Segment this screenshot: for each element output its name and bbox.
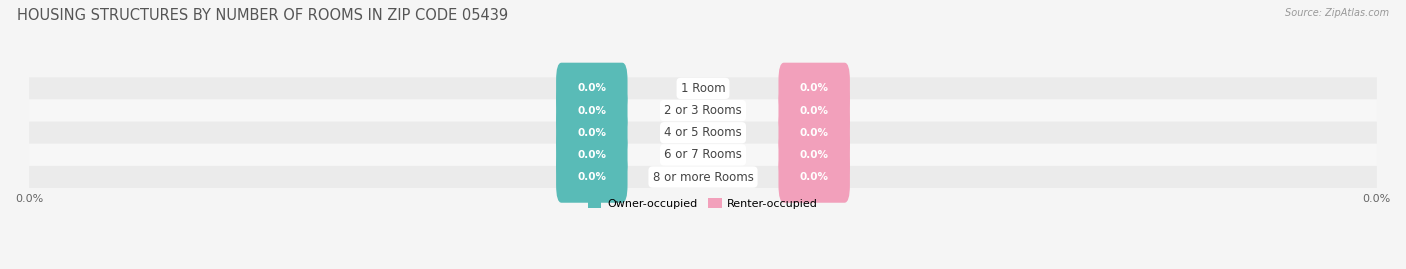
FancyBboxPatch shape <box>557 151 627 203</box>
Text: 0.0%: 0.0% <box>800 105 828 116</box>
FancyBboxPatch shape <box>30 100 1376 122</box>
FancyBboxPatch shape <box>557 85 627 136</box>
Text: 0.0%: 0.0% <box>800 150 828 160</box>
Text: 0.0%: 0.0% <box>800 128 828 138</box>
Text: 0.0%: 0.0% <box>578 83 606 93</box>
FancyBboxPatch shape <box>30 77 1376 100</box>
Text: 0.0%: 0.0% <box>578 172 606 182</box>
FancyBboxPatch shape <box>30 122 1376 144</box>
FancyBboxPatch shape <box>557 107 627 158</box>
FancyBboxPatch shape <box>557 129 627 180</box>
Text: 0.0%: 0.0% <box>578 150 606 160</box>
FancyBboxPatch shape <box>30 166 1376 188</box>
FancyBboxPatch shape <box>779 85 849 136</box>
Text: 2 or 3 Rooms: 2 or 3 Rooms <box>664 104 742 117</box>
Text: 0.0%: 0.0% <box>578 105 606 116</box>
Text: HOUSING STRUCTURES BY NUMBER OF ROOMS IN ZIP CODE 05439: HOUSING STRUCTURES BY NUMBER OF ROOMS IN… <box>17 8 508 23</box>
FancyBboxPatch shape <box>779 151 849 203</box>
Text: 8 or more Rooms: 8 or more Rooms <box>652 171 754 183</box>
FancyBboxPatch shape <box>779 63 849 114</box>
Text: 4 or 5 Rooms: 4 or 5 Rooms <box>664 126 742 139</box>
Legend: Owner-occupied, Renter-occupied: Owner-occupied, Renter-occupied <box>583 194 823 214</box>
FancyBboxPatch shape <box>30 144 1376 166</box>
Text: 1 Room: 1 Room <box>681 82 725 95</box>
Text: 6 or 7 Rooms: 6 or 7 Rooms <box>664 148 742 161</box>
Text: 0.0%: 0.0% <box>800 172 828 182</box>
Text: 0.0%: 0.0% <box>800 83 828 93</box>
FancyBboxPatch shape <box>779 129 849 180</box>
FancyBboxPatch shape <box>779 107 849 158</box>
FancyBboxPatch shape <box>557 63 627 114</box>
Text: 0.0%: 0.0% <box>578 128 606 138</box>
Text: Source: ZipAtlas.com: Source: ZipAtlas.com <box>1285 8 1389 18</box>
